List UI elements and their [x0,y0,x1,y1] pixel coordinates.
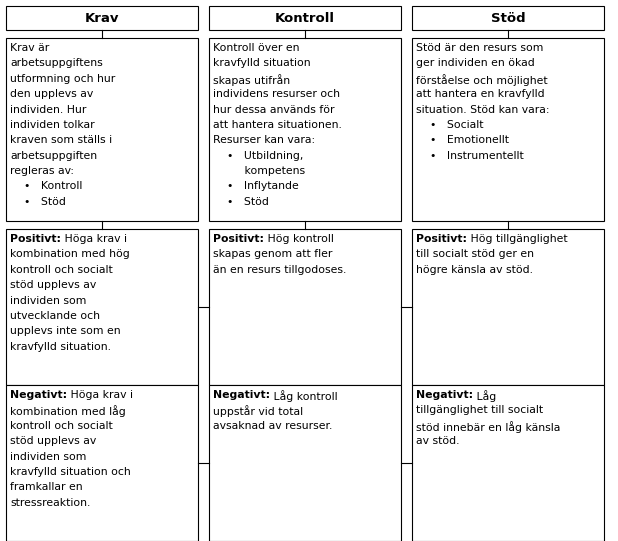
Text: •   Inflytande: • Inflytande [213,181,298,192]
Text: regleras av:: regleras av: [10,166,74,176]
Text: uppstår vid total: uppstår vid total [213,405,303,417]
Text: att hantera en kravfylld: att hantera en kravfylld [416,89,544,99]
Text: utvecklande och: utvecklande och [10,311,100,321]
Bar [6,229,198,385]
Text: individen tolkar: individen tolkar [10,120,95,130]
Text: kraven som ställs i: kraven som ställs i [10,135,112,146]
Text: •   Utbildning,: • Utbildning, [213,151,303,161]
Bar [412,229,604,385]
Text: •   Kontroll: • Kontroll [10,181,82,192]
Text: tillgänglighet till socialt: tillgänglighet till socialt [416,405,543,415]
Bar [209,6,401,30]
Text: kombination med hög: kombination med hög [10,249,130,259]
Bar [412,385,604,541]
Bar [209,229,401,385]
Text: stöd upplevs av: stöd upplevs av [10,280,96,290]
Text: Stöd är den resurs som: Stöd är den resurs som [416,43,543,53]
Text: avsaknad av resurser.: avsaknad av resurser. [213,421,332,431]
Text: kombination med låg: kombination med låg [10,405,125,417]
Text: individen. Hur: individen. Hur [10,104,87,115]
Text: än en resurs tillgodoses.: än en resurs tillgodoses. [213,265,346,275]
Text: stöd innebär en låg känsla: stöd innebär en låg känsla [416,421,561,433]
Text: Positivt:: Positivt: [213,234,264,244]
Text: kravfylld situation: kravfylld situation [213,58,311,68]
Text: Negativt:: Negativt: [10,390,67,400]
Text: upplevs inte som en: upplevs inte som en [10,326,121,337]
Text: kravfylld situation och: kravfylld situation och [10,467,131,477]
Text: högre känsla av stöd.: högre känsla av stöd. [416,265,533,275]
Text: framkallar en: framkallar en [10,482,83,492]
Text: Resurser kan vara:: Resurser kan vara: [213,135,315,146]
Text: hur dessa används för: hur dessa används för [213,104,334,115]
Text: Hög tillgänglighet: Hög tillgänglighet [467,234,567,244]
Text: kompetens: kompetens [213,166,305,176]
Text: att hantera situationen.: att hantera situationen. [213,120,342,130]
Text: Kontroll över en: Kontroll över en [213,43,300,53]
Text: Negativt:: Negativt: [213,390,270,400]
Text: Stöd: Stöd [491,11,525,24]
Text: skapas utifrån: skapas utifrån [213,74,290,85]
Bar [412,38,604,221]
Text: Krav: Krav [85,11,119,24]
Text: individens resurser och: individens resurser och [213,89,340,99]
Bar [6,38,198,221]
Text: stressreaktion.: stressreaktion. [10,498,90,507]
Text: individen som: individen som [10,452,87,461]
Text: kontroll och socialt: kontroll och socialt [10,265,112,275]
Text: förståelse och möjlighet: förståelse och möjlighet [416,74,548,85]
Text: kontroll och socialt: kontroll och socialt [10,421,112,431]
Text: •   Emotionellt: • Emotionellt [416,135,509,146]
Text: Negativt:: Negativt: [416,390,473,400]
Text: stöd upplevs av: stöd upplevs av [10,436,96,446]
Text: Låg: Låg [473,390,496,402]
Text: den upplevs av: den upplevs av [10,89,93,99]
Text: Positivt:: Positivt: [416,234,467,244]
Text: till socialt stöd ger en: till socialt stöd ger en [416,249,534,259]
Bar [209,385,401,541]
Text: ger individen en ökad: ger individen en ökad [416,58,535,68]
Text: individen som: individen som [10,295,87,306]
Text: av stöd.: av stöd. [416,436,460,446]
Text: Höga krav i: Höga krav i [67,390,133,400]
Bar [412,6,604,30]
Text: arbetsuppgiften: arbetsuppgiften [10,151,97,161]
Text: kravfylld situation.: kravfylld situation. [10,342,111,352]
Text: •   Stöd: • Stöd [213,197,269,207]
Text: Låg kontroll: Låg kontroll [270,390,338,402]
Text: •   Stöd: • Stöd [10,197,66,207]
Bar [209,38,401,221]
Text: •   Instrumentellt: • Instrumentellt [416,151,523,161]
Text: situation. Stöd kan vara:: situation. Stöd kan vara: [416,104,549,115]
Text: Kontroll: Kontroll [275,11,335,24]
Bar [6,385,198,541]
Text: arbetsuppgiftens: arbetsuppgiftens [10,58,103,68]
Text: Krav är: Krav är [10,43,49,53]
Text: Positivt:: Positivt: [10,234,61,244]
Bar [6,6,198,30]
Text: Hög kontroll: Hög kontroll [264,234,334,244]
Text: •   Socialt: • Socialt [416,120,483,130]
Text: skapas genom att fler: skapas genom att fler [213,249,332,259]
Text: utformning och hur: utformning och hur [10,74,115,84]
Text: Höga krav i: Höga krav i [61,234,127,244]
